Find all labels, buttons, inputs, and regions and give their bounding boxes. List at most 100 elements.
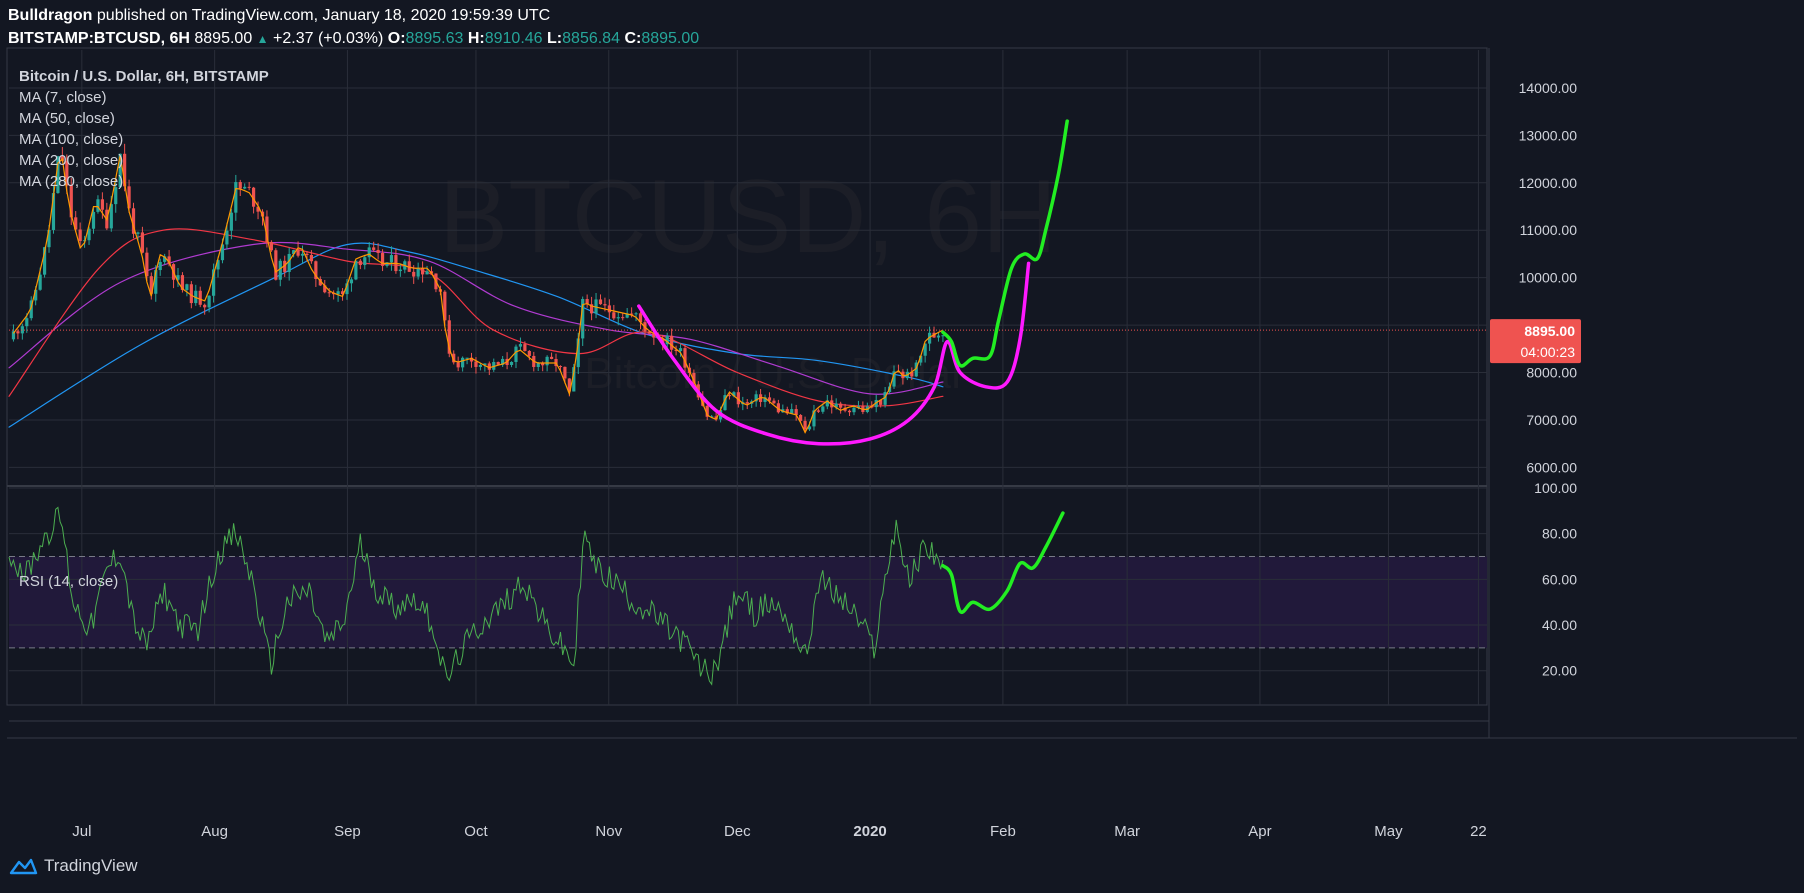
price-axis-label[interactable]: 10000.00 (1519, 270, 1578, 286)
candle-body (785, 409, 789, 414)
candle-body (225, 230, 229, 245)
candle-body (598, 299, 603, 305)
candle-body (109, 204, 113, 229)
price-change: +2.37 (+0.03%) (273, 30, 384, 47)
candle-body (527, 350, 531, 356)
candle-body (256, 206, 260, 212)
candle-body (145, 252, 149, 277)
candle-body (812, 410, 816, 427)
price-axis-label[interactable]: 13000.00 (1519, 127, 1578, 143)
time-axis-label[interactable]: Sep (334, 823, 361, 840)
price-axis-label[interactable]: 12000.00 (1519, 175, 1578, 191)
candle-body (478, 364, 483, 367)
candle-body (892, 371, 896, 387)
candle-body (883, 392, 887, 405)
candle-body (683, 348, 687, 368)
candle-body (816, 410, 821, 412)
candle-body (834, 403, 838, 408)
candle-body (767, 397, 772, 401)
candle-body (794, 409, 798, 416)
candle-body (839, 403, 843, 408)
candle-body (274, 250, 278, 280)
candle-body (207, 295, 211, 308)
time-axis-label[interactable]: Nov (595, 823, 622, 840)
candle-body (367, 247, 371, 258)
time-axis-label[interactable]: Jul (72, 823, 91, 840)
watermark-symbol: BTCUSD, 6H (439, 159, 1057, 275)
candle-body (385, 262, 389, 266)
candle-body (518, 344, 523, 347)
candle-body (176, 275, 180, 280)
tradingview-logo[interactable]: TradingView (8, 856, 138, 876)
price-projection-drawing (941, 119, 1069, 368)
candle-body (776, 403, 780, 413)
price-axis-label[interactable]: 11000.00 (1520, 222, 1578, 238)
rsi-axis-label: 100.00 (1534, 480, 1577, 496)
candle-body (158, 261, 162, 271)
candle-body (621, 317, 625, 319)
candle-body (879, 399, 883, 405)
price-axis-label[interactable]: 6000.00 (1526, 459, 1577, 475)
time-axis-label[interactable]: May (1374, 823, 1403, 840)
candle-body (705, 405, 709, 417)
rsi-axis-label: 20.00 (1542, 663, 1577, 679)
candle-body (896, 371, 901, 373)
candle-body (452, 353, 456, 363)
study-legend-item[interactable]: MA (280, close) (19, 173, 123, 190)
price-axis-label[interactable]: 8000.00 (1526, 365, 1577, 381)
study-legend-item[interactable]: MA (50, close) (19, 110, 115, 127)
candle-body (123, 153, 127, 187)
candle-body (56, 156, 60, 194)
candle-body (265, 216, 269, 242)
candle-body (251, 187, 256, 207)
time-axis-label[interactable]: Apr (1248, 823, 1271, 840)
candle-body (154, 270, 158, 294)
candle-body (131, 208, 136, 234)
candle-body (363, 257, 367, 266)
candle-body (443, 291, 447, 321)
candle-body (589, 304, 594, 314)
study-legend-item[interactable]: MA (200, close) (19, 152, 123, 169)
candle-body (678, 348, 683, 352)
candle-body (407, 261, 411, 272)
study-legend-item[interactable]: MA (7, close) (19, 89, 107, 106)
time-axis-label[interactable]: Oct (464, 823, 488, 840)
author-name[interactable]: Bulldragon (8, 7, 93, 24)
candle-body (20, 326, 24, 334)
candle-body (34, 289, 38, 301)
candle-body (754, 394, 758, 402)
candle-body (185, 284, 189, 290)
time-axis-label[interactable]: Feb (990, 823, 1016, 840)
candle-body (567, 378, 571, 392)
candle-body (38, 274, 42, 290)
price-axis-label[interactable]: 14000.00 (1519, 80, 1578, 96)
time-axis-label[interactable]: Aug (201, 823, 228, 840)
candle-body (763, 397, 767, 402)
tradingview-brand: TradingView (44, 856, 138, 875)
candle-body (292, 250, 296, 254)
symbol-label[interactable]: BITSTAMP:BTCUSD, 6H (8, 30, 190, 47)
time-axis-label[interactable]: Dec (724, 823, 751, 840)
candle-body (638, 313, 643, 323)
candle-body (69, 185, 73, 218)
candle-body (318, 278, 322, 286)
price-axis-label[interactable]: 7000.00 (1526, 412, 1577, 428)
candle-body (732, 392, 736, 397)
candle-body (327, 292, 331, 294)
time-axis-label[interactable]: 22 (1470, 823, 1487, 840)
candle-body (665, 335, 669, 345)
candle-body (501, 358, 505, 365)
candle-body (514, 346, 518, 362)
candle-body (376, 249, 380, 253)
candle-body (420, 268, 425, 275)
study-legend-item[interactable]: MA (100, close) (19, 131, 123, 148)
time-axis-label[interactable]: 2020 (853, 823, 886, 840)
candle-body (238, 182, 242, 189)
candle-body (714, 416, 718, 420)
candle-body (483, 363, 487, 365)
time-axis-label[interactable]: Mar (1114, 823, 1140, 840)
candle-body (585, 299, 589, 305)
candle-body (96, 199, 100, 212)
candle-body (612, 312, 616, 319)
